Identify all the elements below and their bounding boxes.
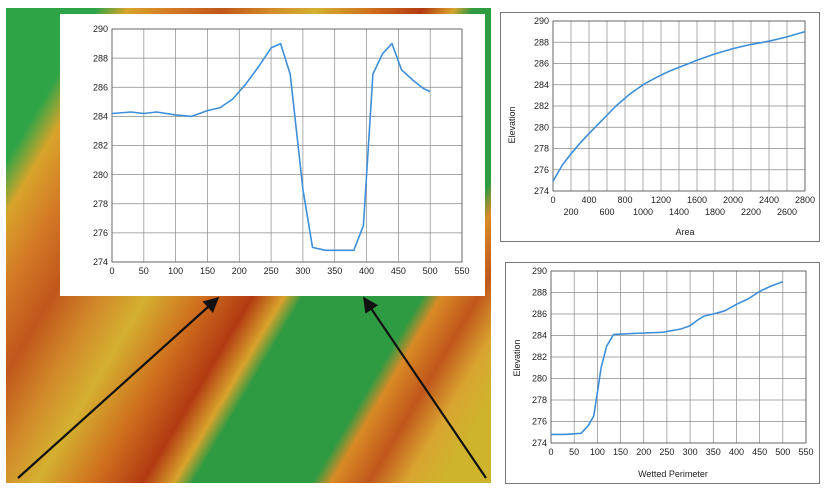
x-tick-label: 200 [232,266,247,276]
y-tick-label: 290 [534,16,549,26]
y-tick-label: 274 [534,186,549,196]
x-tick-label: 1000 [633,207,653,217]
x-tick-label: 150 [613,447,628,457]
y-tick-label: 288 [532,288,547,298]
x-tick-label: 2600 [777,207,797,217]
y-tick-label: 288 [93,53,108,63]
y-tick-label: 280 [93,170,108,180]
left-bank-arrow [17,296,220,479]
y-tick-label: 290 [532,266,547,276]
y-tick-label: 278 [532,395,547,405]
x-tick-label: 2800 [795,195,815,205]
y-tick-label: 286 [93,82,108,92]
elevation-area-chart: Area Elevation 274 276 278 280 282 284 286 288 2… [507,16,815,237]
x-tick-label: 2400 [759,195,779,205]
y-tick-label: 282 [534,101,549,111]
x-tick-label: 200 [636,447,651,457]
x-tick-label: 2000 [723,195,743,205]
y-tick-label: 276 [93,228,108,238]
x-tick-label: 1800 [705,207,725,217]
elevation-wetted-perimeter-panel: Wetted Perimeter Elevation 274 276 278 280 2… [505,262,820,484]
x-tick-label: 100 [168,266,183,276]
x-tick-label: 100 [590,447,605,457]
x-tick-label: 500 [775,447,790,457]
series-line [551,281,784,436]
y-tick-label: 290 [93,24,108,34]
y-tick-label: 278 [93,199,108,209]
y-tick-label: 286 [532,309,547,319]
y-tick-label: 280 [534,122,549,132]
x-tick-label: 800 [617,195,632,205]
y-tick-label: 276 [534,165,549,175]
y-tick-label: 284 [534,80,549,90]
x-tick-label: 0 [109,266,114,276]
x-tick-label: 400 [581,195,596,205]
series-line [111,42,431,252]
y-tick-label: 280 [532,374,547,384]
y-tick-label: 274 [93,257,108,267]
series-line [552,30,806,182]
cross-section-profile-panel: 274 276 278 280 282 284 286 288 290 0 50 100 150 200 2… [60,14,485,296]
x-tick-label: 150 [200,266,215,276]
x-tick-label: 50 [569,447,579,457]
x-tick-label: 250 [659,447,674,457]
y-tick-label: 274 [532,438,547,448]
x-tick-label: 300 [295,266,310,276]
elevation-area-panel: Area Elevation 274 276 278 280 282 284 286 288 2… [500,12,820,242]
x-tick-label: 0 [548,447,553,457]
x-tick-label: 200 [563,207,578,217]
wetted-y-axis-label: Elevation [512,339,522,376]
x-tick-label: 50 [139,266,149,276]
y-tick-label: 282 [93,141,108,151]
y-tick-label: 282 [532,352,547,362]
wetted-x-axis-label: Wetted Perimeter [638,469,708,479]
y-tick-label: 284 [532,331,547,341]
elevation-wetted-perimeter-chart: Wetted Perimeter Elevation 274 276 278 280 2… [512,266,814,479]
x-tick-label: 1600 [687,195,707,205]
x-tick-label: 350 [706,447,721,457]
x-tick-label: 1400 [669,207,689,217]
cross-section-profile-chart: 274 276 278 280 282 284 286 288 290 0 50 100 150 200 2… [93,24,470,276]
area-x-axis-label: Area [675,227,694,237]
x-tick-label: 450 [391,266,406,276]
x-tick-label: 400 [359,266,374,276]
x-tick-label: 2200 [741,207,761,217]
plot-frame [111,28,463,263]
y-tick-label: 284 [93,112,108,122]
x-tick-label: 250 [264,266,279,276]
x-tick-label: 600 [599,207,614,217]
right-bank-arrow [363,296,487,479]
x-tick-label: 450 [752,447,767,457]
y-tick-label: 288 [534,37,549,47]
x-tick-label: 550 [454,266,469,276]
y-tick-label: 286 [534,59,549,69]
plot-frame [550,270,807,444]
x-tick-label: 350 [327,266,342,276]
x-tick-label: 550 [798,447,813,457]
x-tick-label: 300 [683,447,698,457]
x-tick-label: 500 [423,266,438,276]
x-tick-label: 0 [550,195,555,205]
x-tick-label: 1200 [651,195,671,205]
y-tick-label: 278 [534,144,549,154]
x-tick-label: 400 [729,447,744,457]
area-y-axis-label: Elevation [507,106,517,143]
plot-frame [552,20,806,192]
y-tick-label: 276 [532,417,547,427]
